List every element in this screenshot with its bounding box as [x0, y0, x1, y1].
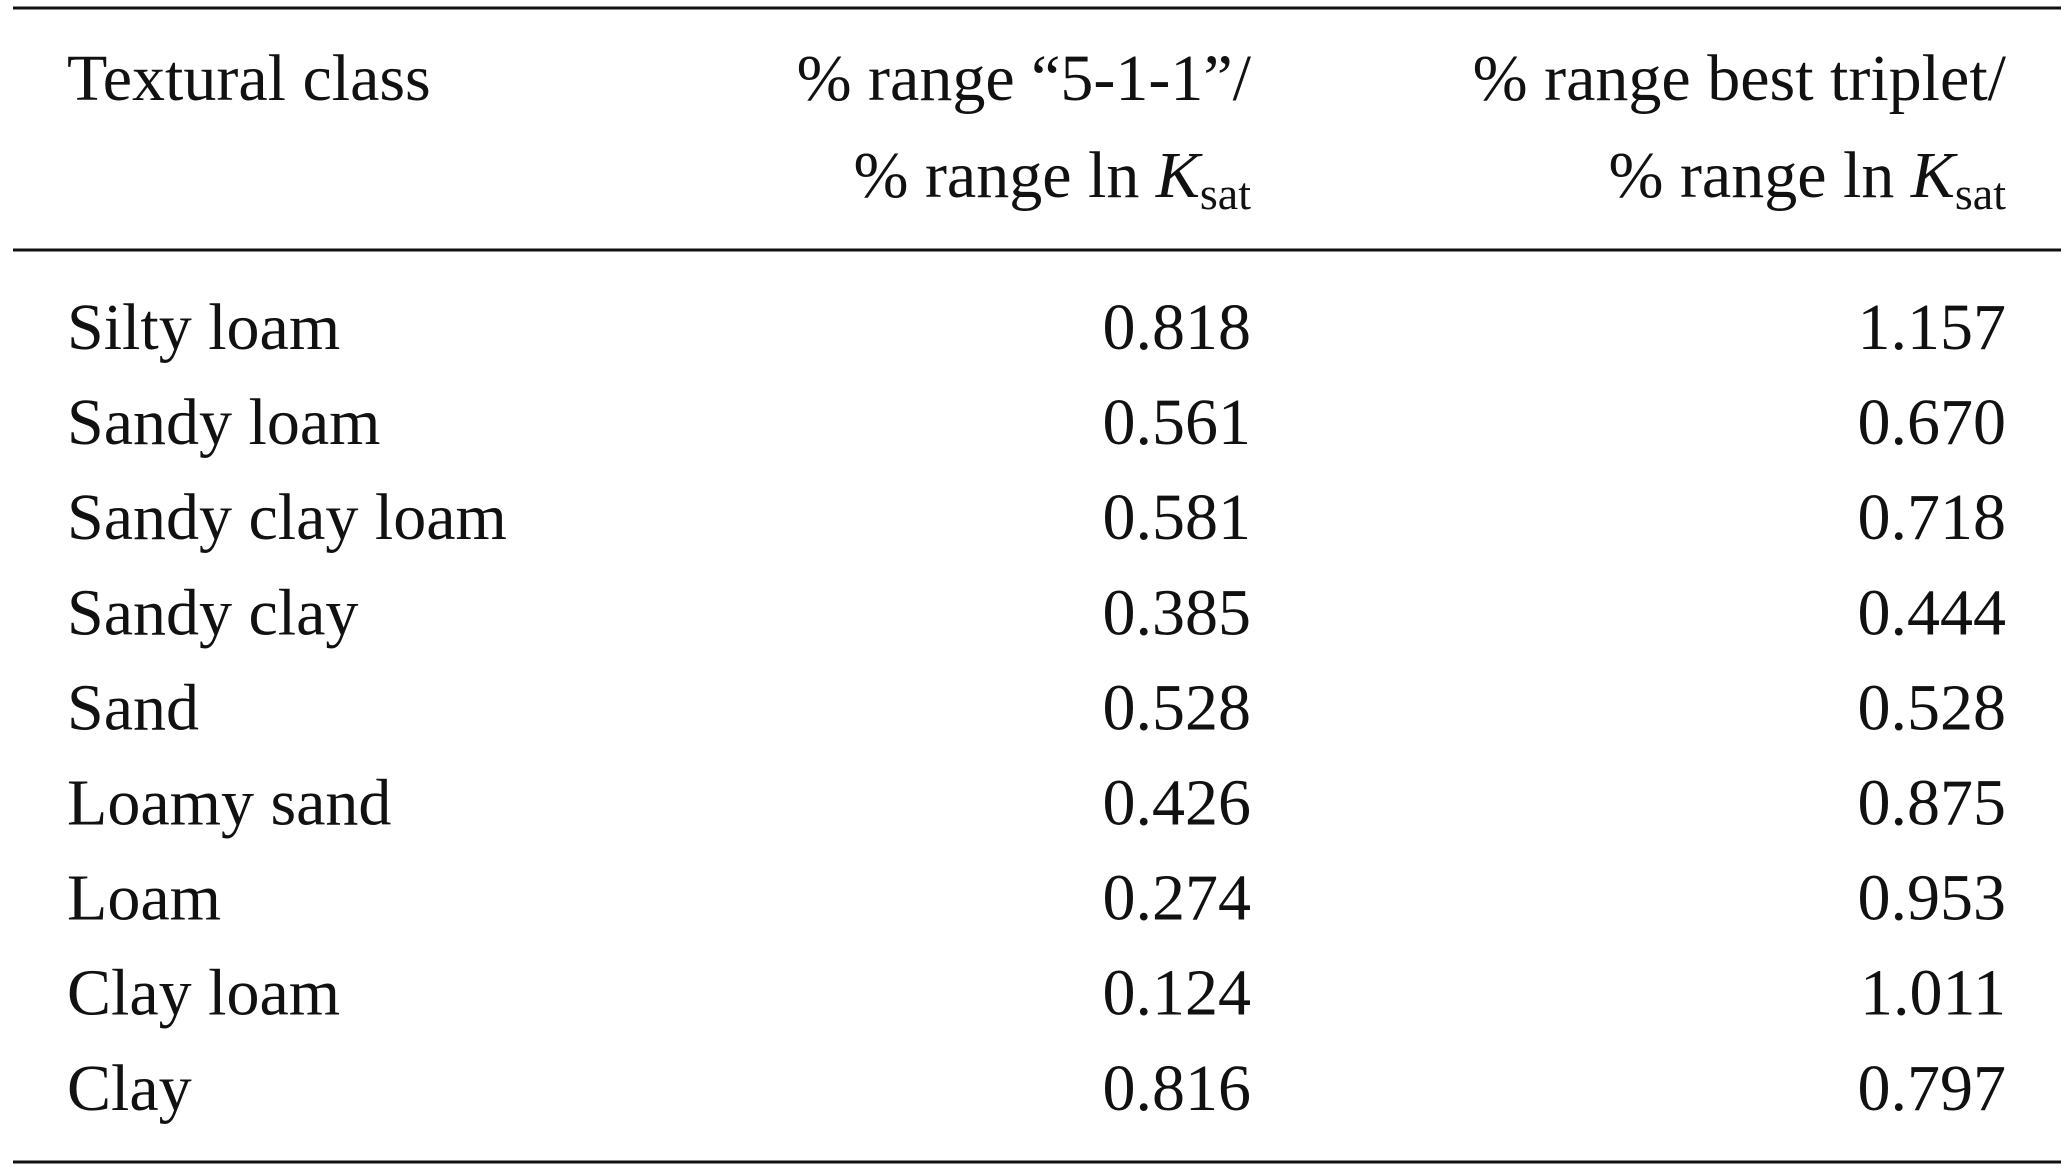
cell: 0.444 — [1858, 576, 2007, 649]
cell: 0.875 — [1858, 767, 2007, 840]
row-label: Sandy loam — [67, 386, 380, 459]
row-label: Loam — [67, 862, 221, 935]
header-subscript: sat — [1955, 168, 2006, 219]
header-cell: % range best triplet/ — [1473, 42, 2007, 115]
header-cell: % range ln Ksat — [1608, 139, 2006, 219]
row-label: Clay loam — [67, 957, 340, 1030]
cell: 0.581 — [1103, 481, 1252, 554]
header-cell: % range ln Ksat — [853, 139, 1251, 219]
row-label: Loamy sand — [67, 767, 391, 840]
cell: 0.385 — [1103, 576, 1252, 649]
header-cell: % range “5-1-1”/ — [797, 42, 1252, 115]
header-text: % range ln — [853, 139, 1155, 212]
cell: 0.528 — [1103, 671, 1252, 744]
cell: 0.561 — [1103, 386, 1252, 459]
cell: 0.274 — [1103, 862, 1252, 935]
cell: 1.011 — [1860, 957, 2006, 1030]
cell: 0.528 — [1858, 671, 2007, 744]
cell: 0.718 — [1858, 481, 2007, 554]
row-label: Sandy clay loam — [67, 481, 507, 554]
header-text: % range ln — [1608, 139, 1910, 212]
cell: 0.797 — [1858, 1052, 2007, 1125]
cell: 0.818 — [1103, 291, 1252, 364]
header-symbol: K — [1910, 139, 1958, 212]
header-subscript: sat — [1200, 168, 1251, 219]
cell: 1.157 — [1858, 291, 2007, 364]
cell: 0.670 — [1858, 386, 2007, 459]
header-symbol: K — [1155, 139, 1203, 212]
row-label: Sandy clay — [67, 576, 358, 649]
cell: 0.816 — [1103, 1052, 1252, 1125]
cell: 0.426 — [1103, 767, 1252, 840]
row-label: Sand — [67, 671, 199, 744]
header-cell: Textural class — [67, 42, 431, 115]
row-label: Clay — [67, 1052, 192, 1125]
cell: 0.124 — [1103, 957, 1252, 1030]
cell: 0.953 — [1858, 862, 2007, 935]
row-label: Silty loam — [67, 291, 340, 364]
